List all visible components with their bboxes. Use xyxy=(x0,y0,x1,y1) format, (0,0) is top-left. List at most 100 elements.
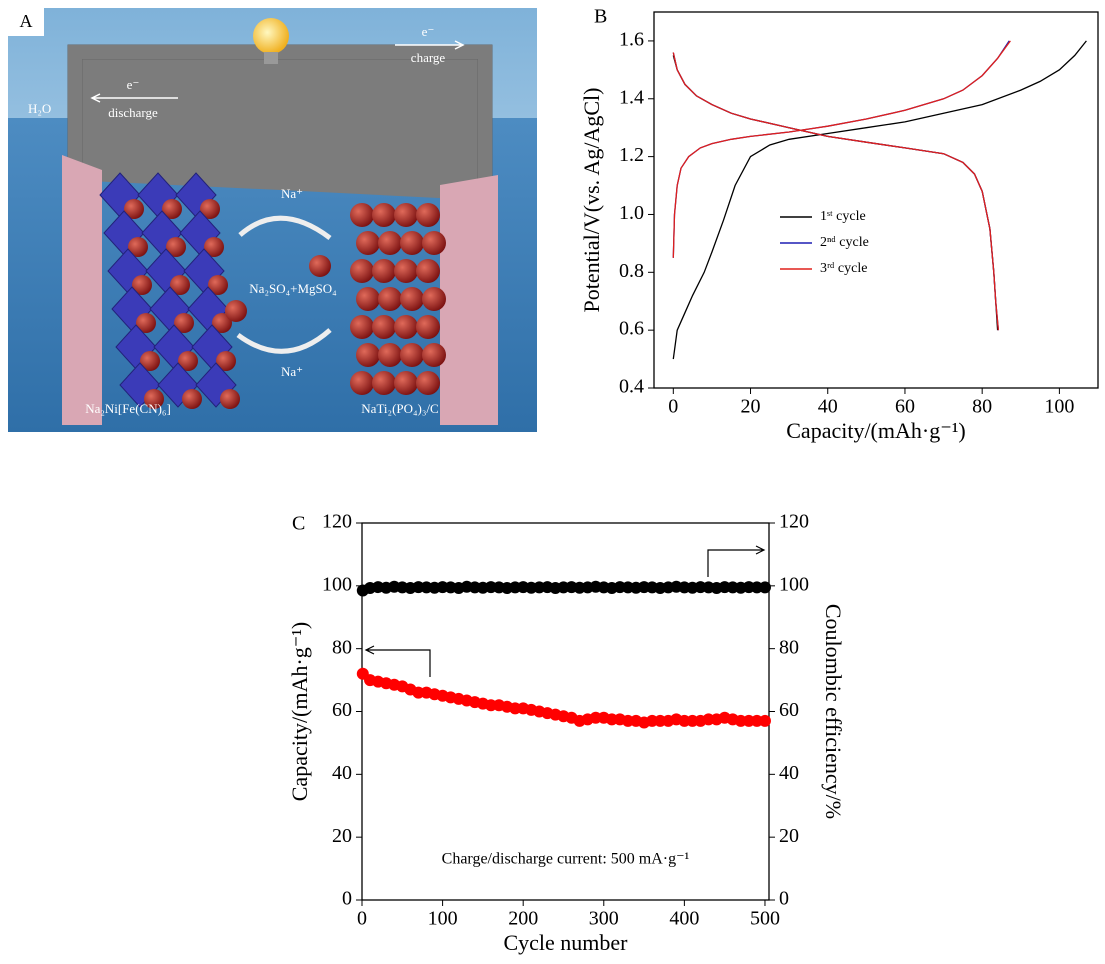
charge-arrow xyxy=(395,40,465,50)
point xyxy=(758,714,771,727)
atom xyxy=(144,389,164,409)
atom xyxy=(400,343,424,367)
bulb xyxy=(253,18,289,54)
legend-label: 3ʳᵈ cycle xyxy=(820,261,867,276)
electron: e⁻ xyxy=(422,24,435,39)
ion-arrow xyxy=(236,328,332,354)
atom xyxy=(372,203,396,227)
cathode-plate xyxy=(62,155,102,425)
x-tick-label: 0 xyxy=(357,908,367,930)
electrolyte-label: Na₂SO₄+MgSO₄ xyxy=(249,281,337,296)
y-tick-label: 60 xyxy=(779,699,799,721)
atom xyxy=(136,313,156,333)
discharge-arrow xyxy=(90,93,178,103)
plot-frame xyxy=(653,11,1099,389)
series-line xyxy=(672,40,1011,331)
diagram: A e⁻ charge e⁻ discharge H₂O Na⁺ Na₂SO₄+… xyxy=(8,8,537,432)
y-tick-label: 1.2 xyxy=(619,144,644,166)
y-tick-label: 1.0 xyxy=(619,202,644,224)
y-tick-label: 100 xyxy=(322,573,352,595)
anode-crystal xyxy=(350,203,446,395)
annotation: Charge/discharge current: 500 mA·g⁻¹ xyxy=(442,851,690,868)
axis-arrows xyxy=(364,545,766,677)
atom xyxy=(350,203,374,227)
x-tick-label: 500 xyxy=(750,908,780,930)
y-tick-label: 1.6 xyxy=(619,29,644,51)
point xyxy=(758,581,771,594)
x-axis-label: Cycle number xyxy=(503,930,628,955)
cathode-label: Na₂Ni[Fe(CN)₆] xyxy=(85,401,171,416)
atom xyxy=(356,231,380,255)
ion-label: Na⁺ xyxy=(281,364,303,379)
atom xyxy=(416,315,440,339)
ion-arrow xyxy=(238,215,332,240)
y-tick-label: 120 xyxy=(779,511,809,533)
atom xyxy=(166,237,186,257)
atom xyxy=(350,371,374,395)
x-tick-label: 100 xyxy=(1044,396,1074,418)
atom xyxy=(400,287,424,311)
x-axis-label: Capacity/(mAh·g⁻¹) xyxy=(786,418,966,443)
y-tick-label: 0.6 xyxy=(619,318,644,340)
atom xyxy=(350,259,374,283)
atom xyxy=(216,351,236,371)
y-tick-label: 40 xyxy=(332,762,352,784)
atom xyxy=(178,351,198,371)
anode-plate xyxy=(440,175,498,425)
atom xyxy=(372,315,396,339)
wire-top xyxy=(68,45,492,59)
series-line xyxy=(672,40,1010,331)
charge-label: charge xyxy=(411,50,446,65)
y-axis-label: Capacity/(mAh·g⁻¹) xyxy=(287,622,312,802)
atom xyxy=(372,371,396,395)
x-tick-label: 0 xyxy=(668,396,678,418)
y-tick-label: 20 xyxy=(332,825,352,847)
wire-left xyxy=(68,45,82,185)
ion xyxy=(309,255,331,277)
atom xyxy=(394,371,418,395)
x-tick-label: 40 xyxy=(818,396,838,418)
atom xyxy=(208,275,228,295)
atom xyxy=(220,389,240,409)
y-tick-label: 20 xyxy=(779,825,799,847)
atom xyxy=(378,287,402,311)
wire-right xyxy=(478,45,492,205)
ion xyxy=(225,300,247,322)
atom xyxy=(422,343,446,367)
atom xyxy=(394,203,418,227)
y-tick-label: 80 xyxy=(779,636,799,658)
ion-label: Na⁺ xyxy=(281,186,303,201)
atom xyxy=(212,313,232,333)
atom xyxy=(378,343,402,367)
anode-label: NaTi₂(PO₄)₃/C xyxy=(361,401,438,416)
y-tick-label: 40 xyxy=(779,762,799,784)
electron: e⁻ xyxy=(127,77,140,92)
label-box xyxy=(8,8,44,36)
atom xyxy=(140,351,160,371)
y-tick-label: 60 xyxy=(332,699,352,721)
capacity-axis-arrow xyxy=(364,645,431,677)
legend-label: 1ˢᵗ cycle xyxy=(820,209,866,224)
atom xyxy=(416,203,440,227)
x-tick-label: 400 xyxy=(669,908,699,930)
y-tick-label: 80 xyxy=(332,636,352,658)
y-tick-label: 1.4 xyxy=(619,86,644,108)
y-tick-label: 120 xyxy=(322,511,352,533)
atom xyxy=(416,371,440,395)
atom xyxy=(350,315,374,339)
x-tick-label: 300 xyxy=(589,908,619,930)
y-tick-label: 100 xyxy=(779,573,809,595)
y-axis-label: Potential/V(vs. Ag/AgCl) xyxy=(579,88,604,313)
atom xyxy=(356,287,380,311)
y-tick-label: 0.4 xyxy=(619,376,644,398)
circuit xyxy=(67,44,493,200)
atom xyxy=(182,389,202,409)
x-tick-label: 20 xyxy=(741,396,761,418)
y2-axis-label: Coulombic efficiency/% xyxy=(821,604,846,819)
atom xyxy=(394,259,418,283)
atom xyxy=(162,199,182,219)
discharge-label: discharge xyxy=(108,105,158,120)
x-tick-label: 100 xyxy=(428,908,458,930)
atom xyxy=(132,275,152,295)
